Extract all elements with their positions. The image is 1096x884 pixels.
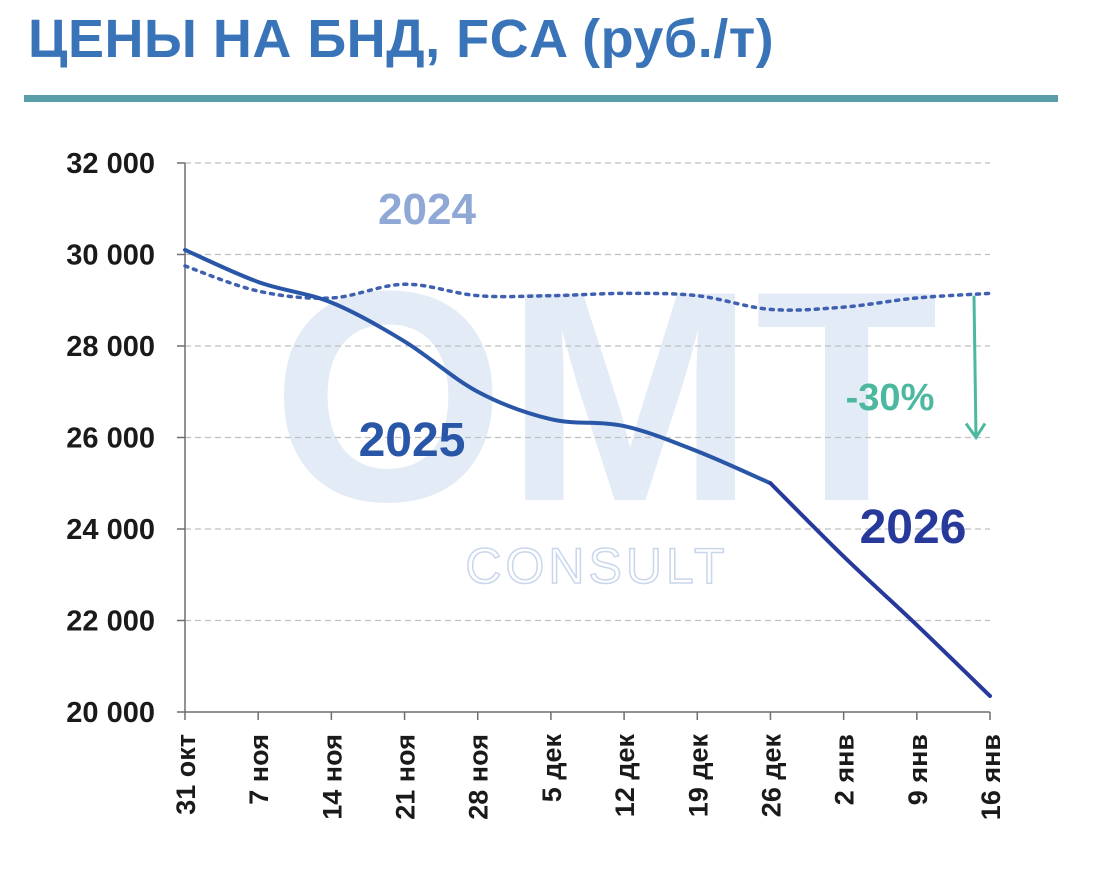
series-label-2026: 2026 (860, 501, 967, 554)
series-label-2025: 2025 (359, 414, 466, 467)
annotation-arrow-shaft (972, 295, 978, 438)
y-tick-label: 22 000 (66, 606, 155, 638)
x-tick-label: 2 янв (830, 734, 860, 805)
x-tick-label: 31 окт (171, 734, 201, 815)
series (183, 247, 992, 698)
y-tick-label: 28 000 (66, 331, 155, 363)
x-tick-label: 9 янв (903, 734, 933, 805)
y-tick-label: 32 000 (66, 148, 155, 180)
x-tick-label: 16 янв (976, 734, 1006, 820)
x-tick-label: 5 дек (537, 734, 567, 803)
watermark-main: OMT (272, 228, 939, 564)
annotation: -30% (846, 295, 987, 441)
annotation-arrow-head (964, 422, 987, 441)
series-label-2024: 2024 (378, 185, 476, 234)
x-tick-label: 19 дек (683, 734, 713, 818)
gridlines (185, 162, 990, 622)
y-tick-label: 20 000 (66, 697, 155, 729)
page-title: ЦЕНЫ НА БНД, FCA (руб./т) (28, 9, 775, 69)
x-tick-label: 28 ноя (464, 734, 494, 820)
annotation-label: -30% (846, 377, 935, 419)
x-tick-label: 12 дек (610, 734, 640, 818)
series-labels: 2024 2025 2026 (359, 185, 967, 554)
y-tick-label: 30 000 (66, 240, 155, 272)
x-tick-label: 26 дек (756, 734, 786, 818)
y-tick-label: 26 000 (66, 423, 155, 455)
axes: 20 000 22 000 24 000 26 000 28 000 30 000 32 0… (66, 148, 1006, 820)
x-tick-label: 14 ноя (317, 734, 347, 820)
x-tick-label: 7 ноя (244, 734, 274, 805)
series-line-2026 (768, 481, 992, 698)
y-tick-label: 24 000 (66, 514, 155, 546)
series-line-2025 (183, 247, 773, 486)
x-tick-label: 21 ноя (391, 734, 421, 820)
title-divider (24, 95, 1058, 102)
watermark-sub: CONSULT (465, 538, 728, 594)
